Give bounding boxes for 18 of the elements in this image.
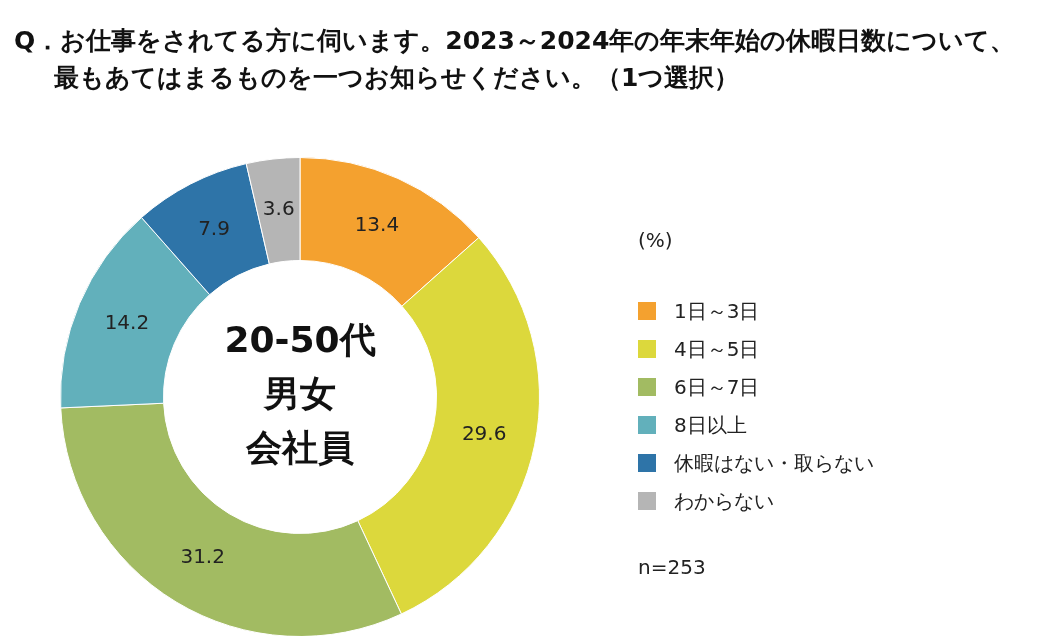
legend-label: 6日～7日: [674, 373, 760, 401]
data-label: 3.6: [262, 196, 295, 221]
text: 会社員: [245, 427, 354, 469]
data-label: 31.2: [180, 544, 225, 569]
text: n=253: [638, 555, 706, 579]
legend-title: (%): [638, 228, 674, 254]
data-label: 14.2: [104, 309, 150, 334]
data-label: 29.6: [461, 421, 507, 446]
legend-label: 休暇はない・取らない: [674, 449, 874, 477]
legend-label: 4日～5日: [674, 335, 760, 363]
legend-label: わからない: [674, 487, 774, 515]
data-label: 13.4: [354, 211, 400, 236]
text: 20-50代: [224, 319, 376, 361]
chart-title: Q．お仕事をされてる方に伺います。2023～2024年の年末年始の休暇日数について、最もあてはまるものを一つお知らせください。（1つ選択）: [14, 25, 1017, 94]
data-label: 7.9: [198, 216, 230, 240]
legend-label: 8日以上: [674, 411, 747, 439]
text: 男女: [263, 373, 336, 415]
legend-label: 1日～3日: [674, 297, 760, 325]
